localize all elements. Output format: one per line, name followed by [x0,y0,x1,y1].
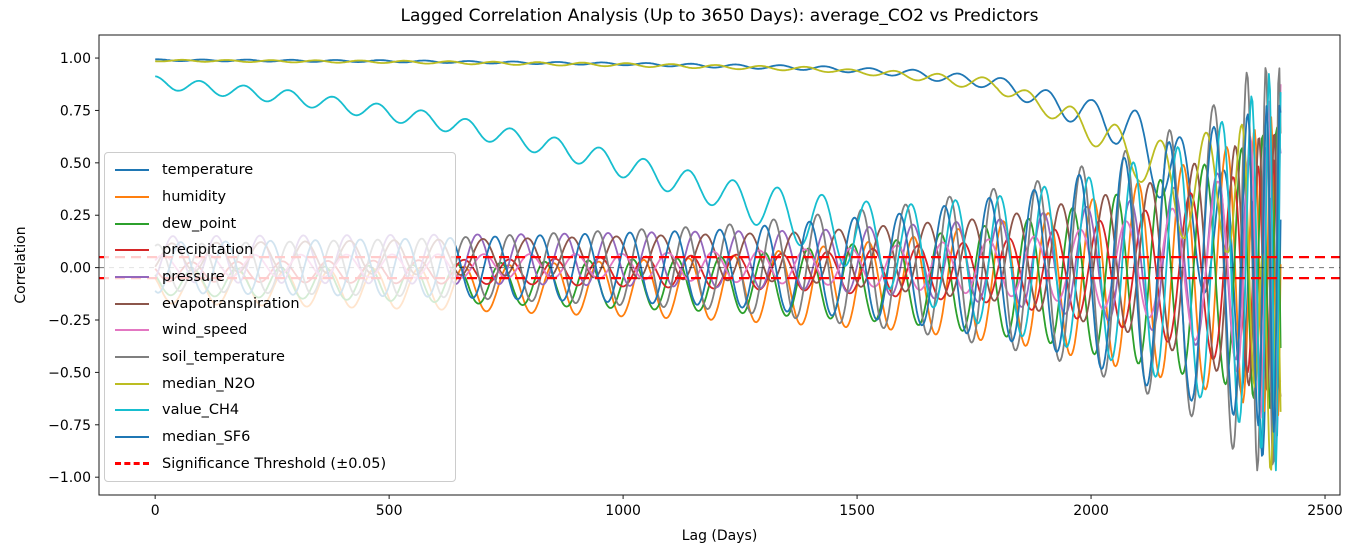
legend-item-median-n2o: median_N2O [115,373,455,395]
legend-item-precipitation: precipitation [115,239,455,261]
y-tick-label: −0.50 [48,365,91,381]
legend-label: value_CH4 [162,402,240,419]
x-tick-label: 500 [376,503,403,519]
series-line-temperature [155,58,1282,457]
plot-border [98,34,1341,496]
legend-swatch [115,222,149,225]
legend-item-dew-point: dew_point [115,213,455,235]
series-line-median_N2O [155,58,1282,471]
y-tick-label: 0.75 [60,103,91,119]
legend-label: median_N2O [162,375,256,392]
legend-item-value-ch4: value_CH4 [115,399,455,421]
y-tick-label: −0.75 [48,418,91,434]
legend-label: median_SF6 [162,428,251,445]
legend-label: temperature [162,162,254,179]
legend-item-median-sf6: median_SF6 [115,426,455,448]
legend-item-evapotranspiration: evapotranspiration [115,293,455,315]
y-tick-label: −0.25 [48,313,91,329]
legend-label: humidity [162,188,227,205]
legend-swatch [115,329,149,332]
x-tick-label: 0 [151,503,160,519]
legend-swatch [115,382,149,385]
legend-label: Significance Threshold (±0.05) [162,455,387,472]
legend-label: evapotranspiration [162,295,300,312]
legend-item-significance-threshold-0-05: Significance Threshold (±0.05) [115,453,455,475]
y-tick-label: 0.00 [60,261,91,277]
legend-label: pressure [162,268,225,285]
x-axis-label: Lag (Days) [681,528,758,544]
legend-label: soil_temperature [162,348,285,365]
legend-swatch [115,355,149,358]
y-tick-label: 0.50 [60,156,91,172]
y-tick-label: 0.25 [60,208,91,224]
y-tick-label: 1.00 [60,51,91,67]
legend-swatch [115,249,149,252]
legend-item-soil-temperature: soil_temperature [115,346,455,368]
legend-swatch [115,195,149,198]
legend-item-wind-speed: wind_speed [115,319,455,341]
legend-item-pressure: pressure [115,266,455,288]
legend-swatch [115,435,149,438]
x-tick-label: 2500 [1307,503,1343,519]
chart-title: Lagged Correlation Analysis (Up to 3650 … [400,6,1039,26]
x-tick-label: 2000 [1073,503,1109,519]
legend-item-temperature: temperature [115,159,455,181]
y-tick-label: −1.00 [48,470,91,486]
legend-item-humidity: humidity [115,186,455,208]
legend-swatch [115,409,149,412]
legend-label: wind_speed [162,322,248,339]
legend-label: dew_point [162,215,237,232]
legend-swatch [115,169,149,172]
x-tick-label: 1500 [839,503,875,519]
legend-swatch [115,462,149,466]
legend-swatch [115,275,149,278]
legend-label: precipitation [162,242,254,259]
x-tick-label: 1000 [605,503,641,519]
legend: temperature humidity dew_point precipitatio… [104,152,456,482]
series-line-value_CH4 [155,73,1282,472]
legend-swatch [115,302,149,305]
